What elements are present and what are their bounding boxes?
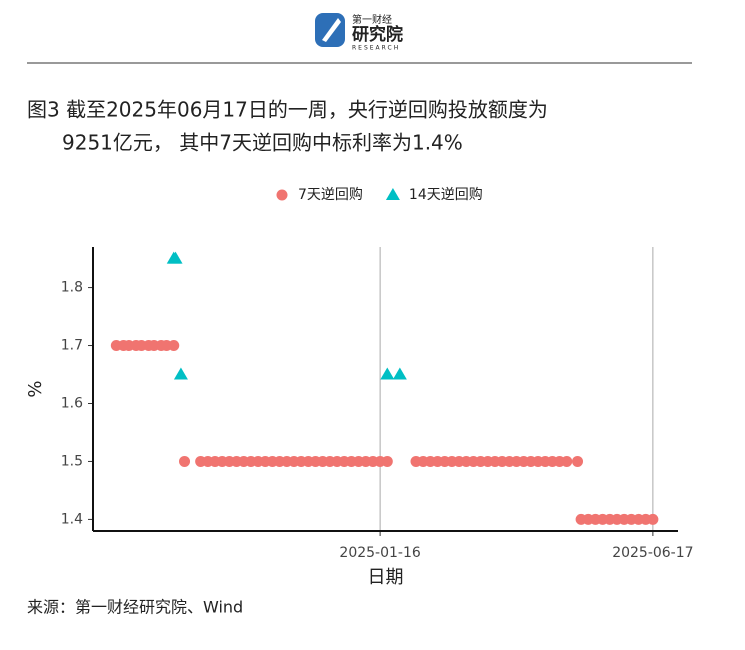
legend-label: 14天逆回购: [409, 187, 483, 203]
chart: 2025-01-16 2025-06-17 1.4 1.5 1.6 1.7 1.8 日期% 7天…: [25, 187, 694, 588]
y-tick-label: 1.8: [61, 280, 83, 296]
point: [392, 367, 407, 380]
x-tick-label: 2025-06-17: [612, 545, 693, 561]
point: [572, 455, 584, 467]
point: [179, 455, 191, 467]
legend-label: 7天逆回购: [298, 187, 363, 203]
point: [561, 455, 573, 467]
legend-marker: [276, 189, 288, 201]
point: [168, 251, 183, 264]
y-tick-label: 1.5: [61, 453, 83, 469]
x-tick-label: 2025-01-16: [339, 545, 420, 561]
title-line: 9251亿元， 其中7天逆回购中标利率为1.4%: [62, 131, 463, 155]
point: [380, 367, 395, 380]
logo-mark: [322, 18, 341, 42]
point: [168, 340, 180, 352]
logo-name: 研究院: [352, 24, 403, 45]
y-axis-label: %: [25, 380, 46, 397]
point: [647, 513, 659, 525]
point: [173, 367, 188, 380]
title-line: 图3 截至2025年06月17日的一周，央行逆回购投放额度为: [27, 98, 548, 122]
logo: 第一财经 研究院 RESEARCH: [315, 13, 403, 52]
y-tick-label: 1.6: [61, 395, 83, 411]
y-tick-label: 1.7: [61, 338, 83, 354]
x-axis-label: 日期: [368, 567, 404, 588]
logo-brand: 第一财经: [352, 13, 392, 26]
point: [381, 455, 393, 467]
y-tick-label: 1.4: [61, 511, 83, 527]
legend-marker: [385, 188, 400, 200]
source: 来源：第一财经研究院、Wind: [27, 598, 243, 617]
logo-sub: RESEARCH: [352, 45, 400, 52]
